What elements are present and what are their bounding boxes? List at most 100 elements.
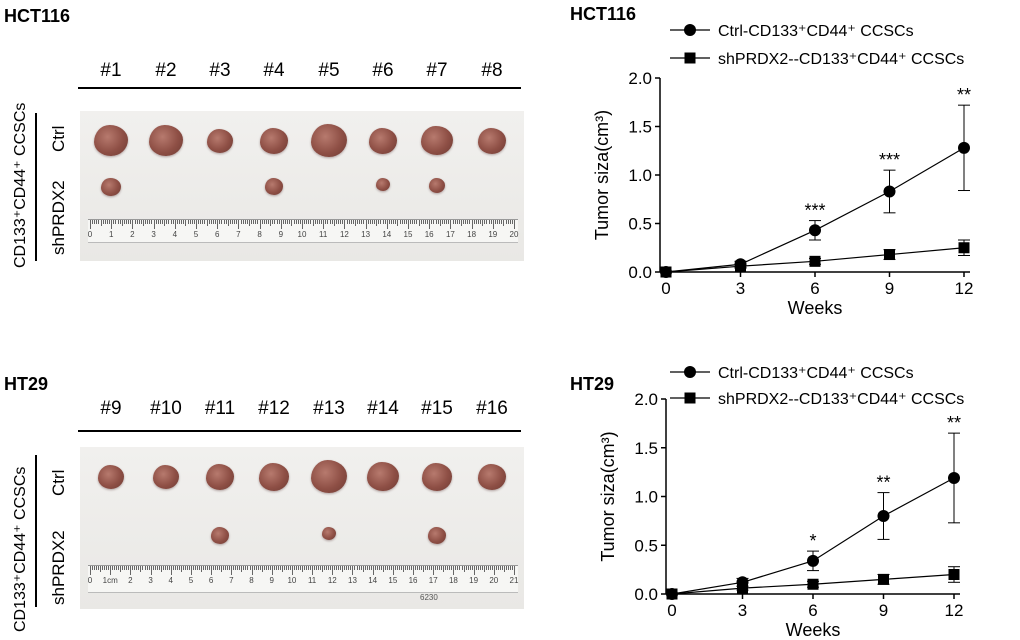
ruler-tick bbox=[115, 220, 117, 224]
row-label-ctrl-ht29: Ctrl bbox=[49, 469, 68, 496]
ruler-tick bbox=[136, 220, 138, 224]
sample-number: #3 bbox=[209, 60, 231, 81]
ruler-tick bbox=[181, 220, 183, 224]
ruler-number: 1cm bbox=[102, 576, 118, 585]
ruler-tick bbox=[205, 566, 207, 570]
ruler-tick bbox=[477, 220, 479, 224]
ruler-tick bbox=[330, 566, 332, 570]
ruler-tick bbox=[454, 220, 456, 224]
y-tick-label: 0.0 bbox=[628, 263, 652, 282]
ruler-tick bbox=[295, 566, 297, 570]
ruler-tick bbox=[437, 220, 439, 224]
ruler-tick bbox=[225, 566, 227, 570]
ruler-tick bbox=[154, 566, 156, 570]
ruler-tick bbox=[265, 566, 267, 570]
ruler-number: 17 bbox=[445, 230, 455, 239]
ruler-tick bbox=[289, 220, 291, 224]
ruler-tick bbox=[393, 220, 395, 224]
ruler-tick bbox=[356, 566, 358, 570]
ruler-tick bbox=[331, 220, 333, 224]
ruler-tick bbox=[482, 220, 484, 226]
ruler-tick bbox=[162, 566, 164, 570]
x-tick-label: 6 bbox=[808, 601, 817, 620]
ruler-tick bbox=[122, 566, 124, 570]
ruler-tick bbox=[130, 566, 132, 575]
ruler-tick bbox=[350, 566, 352, 570]
ruler-tick bbox=[391, 220, 393, 224]
ruler-tick bbox=[251, 566, 253, 575]
ruler-tick bbox=[324, 566, 326, 570]
ruler-tick bbox=[420, 220, 422, 224]
ruler-tick bbox=[372, 566, 374, 575]
ruler-tick bbox=[501, 220, 503, 224]
ruler-tick bbox=[269, 566, 271, 570]
ruler-tick bbox=[370, 566, 372, 570]
ruler-tick bbox=[354, 566, 356, 570]
ruler-tick bbox=[429, 220, 431, 229]
sample-number: #16 bbox=[476, 398, 508, 419]
ruler-tick bbox=[168, 220, 170, 224]
legend-label: shPRDX2--CD133⁺CD44⁺ CCSCs bbox=[718, 391, 964, 408]
ruler-tick bbox=[90, 566, 91, 575]
tumor-ctrl bbox=[311, 460, 347, 494]
ruler-tick bbox=[153, 220, 155, 229]
ruler-tick bbox=[182, 566, 184, 570]
ruler-tick bbox=[441, 220, 443, 224]
sample-number: #6 bbox=[372, 60, 394, 81]
row-label-ctrl-hct116: Ctrl bbox=[49, 125, 68, 152]
ruler-tick bbox=[511, 220, 513, 224]
ruler-tick bbox=[176, 566, 178, 570]
legend-label: Ctrl-CD133⁺CD44⁺ CCSCs bbox=[718, 23, 914, 40]
ruler-number: 5 bbox=[188, 576, 194, 585]
ruler-tick bbox=[249, 220, 250, 226]
ruler-number: 15 bbox=[403, 230, 413, 239]
ruler-number: 0 bbox=[87, 576, 93, 585]
ruler-tick bbox=[455, 566, 457, 570]
ruler-tick bbox=[236, 220, 238, 224]
ruler-tick bbox=[112, 566, 114, 570]
ruler-tick bbox=[467, 566, 469, 570]
ruler-number: 18 bbox=[467, 230, 477, 239]
row-label-shprdx2-ht29: shPRDX2 bbox=[49, 530, 68, 605]
ruler-tick bbox=[221, 220, 223, 224]
sample-number: #14 bbox=[367, 398, 399, 419]
tumor-ctrl bbox=[422, 463, 452, 491]
ruler-tick bbox=[501, 566, 503, 570]
ruler-tick bbox=[259, 220, 261, 229]
ruler-tick bbox=[473, 220, 475, 224]
ruler-number: 21 bbox=[509, 576, 519, 585]
y-tick-label: 1.5 bbox=[628, 118, 652, 137]
y-axis-label: Tumor siza(cm³) bbox=[598, 431, 618, 561]
ruler-tick bbox=[396, 566, 398, 570]
significance-label: * bbox=[809, 531, 816, 551]
ruler-tick bbox=[190, 566, 192, 575]
ruler-tick bbox=[113, 220, 115, 224]
sample-number: #12 bbox=[258, 398, 290, 419]
ruler-tick bbox=[318, 220, 320, 224]
data-point-shprdx2 bbox=[735, 260, 746, 272]
ruler-number: 4 bbox=[168, 576, 173, 585]
ruler-tick bbox=[179, 220, 181, 224]
ruler-tick bbox=[497, 220, 499, 224]
ruler-tick bbox=[514, 566, 515, 575]
ruler-tick bbox=[416, 220, 418, 224]
ruler-tick bbox=[463, 220, 465, 224]
ruler-tick bbox=[217, 220, 219, 229]
ruler-tick bbox=[312, 566, 314, 575]
ruler-tick bbox=[329, 220, 331, 224]
ruler-tick bbox=[358, 566, 360, 570]
tumor-ctrl bbox=[421, 126, 453, 156]
ruler-tick bbox=[435, 566, 437, 570]
ruler-tick bbox=[128, 220, 130, 224]
ruler-tick bbox=[328, 566, 330, 570]
ruler-number: 3 bbox=[151, 230, 156, 239]
ruler-tick bbox=[326, 566, 328, 570]
ruler-tick bbox=[489, 566, 491, 570]
ruler-tick bbox=[374, 220, 376, 224]
ruler-tick bbox=[475, 220, 477, 224]
significance-label: *** bbox=[879, 150, 900, 170]
ruler-tick bbox=[395, 220, 397, 224]
ruler-tick bbox=[164, 220, 166, 226]
x-tick-label: 3 bbox=[736, 279, 745, 298]
ruler-tick bbox=[338, 566, 340, 570]
